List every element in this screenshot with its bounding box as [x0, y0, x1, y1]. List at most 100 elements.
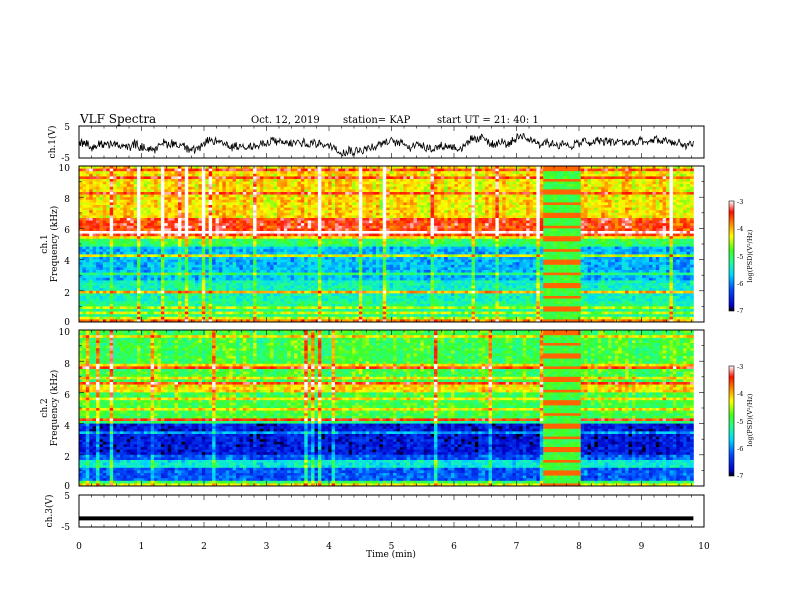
ch1-spectrogram-cell [427, 168, 431, 172]
ch1-spectrogram-cell [191, 192, 196, 195]
ch1-spectrogram-cell [304, 171, 309, 175]
ch1-spectrogram-cell [532, 184, 537, 188]
ch1-spectrogram-cell [287, 231, 292, 234]
ch1-spectrogram-cell [89, 212, 94, 216]
ch1-spectrogram-cell [314, 236, 319, 240]
ch1-spectrogram-cell [259, 233, 264, 237]
ch1-spectrogram-cell [133, 173, 138, 177]
ch1-spectrogram-cell [406, 207, 411, 211]
ch1-spectrogram-cell [222, 236, 227, 240]
ch1-spectrogram-cell [358, 236, 363, 240]
ch1-spectrogram-cell [256, 207, 261, 211]
ch1-spectrogram-cell [451, 189, 455, 193]
ch1-spectrogram-cell [396, 171, 401, 175]
ch1-spectrogram-cell [406, 186, 411, 190]
ch1-spectrogram-cell [334, 231, 339, 234]
ch1-spectrogram-cell [195, 173, 199, 177]
ch1-spectrogram-cell [406, 215, 411, 219]
ch1-spectrogram-cell [157, 233, 162, 237]
ch1-spectrogram-cell [157, 166, 162, 169]
ch1-spectrogram-cell [256, 171, 261, 175]
ch1-spectrogram-cell [437, 199, 442, 203]
ch1-spectrogram-cell [147, 215, 152, 219]
ch1-spectrogram-cell [669, 225, 674, 229]
ch1-spectrogram-cell [485, 194, 489, 198]
ch1-spectrogram-cell [437, 192, 442, 195]
ch1-spectrogram-cell [543, 231, 547, 234]
ch1-spectrogram-cell [478, 207, 483, 211]
ch1-spectrogram-cell [263, 220, 268, 224]
ch1-spectrogram-cell [539, 199, 544, 203]
ch1-spectrogram-cell [205, 186, 210, 190]
ch1-spectrogram-cell [645, 220, 650, 224]
ch1-spectrogram-cell [348, 207, 353, 211]
ch1-spectrogram-cell [379, 171, 384, 175]
ch1-spectrogram-cell [225, 181, 230, 185]
ch1-spectrogram-cell [420, 207, 425, 211]
ch1-spectrogram-cell [635, 207, 640, 211]
ch1-spectrogram-cell [341, 194, 346, 198]
ch1-spectrogram-cell [130, 166, 135, 169]
ch1-spectrogram-cell [601, 186, 606, 190]
ch1-spectrogram-cell [321, 186, 326, 190]
ch1-spectrogram-cell [174, 179, 179, 182]
ch1-spectrogram-cell [645, 202, 650, 206]
ch1-spectrogram-cell [461, 197, 466, 201]
ch1-spectrogram-cell [495, 233, 500, 237]
ch1-spectrogram-cell [92, 210, 97, 214]
ch1-spectrogram-cell [287, 205, 292, 208]
ch1-spectrogram-cell [406, 218, 411, 221]
ch1-spectrogram-cell [423, 168, 428, 172]
ch1-spectrogram-cell [160, 179, 165, 182]
ch1-spectrogram-cell [519, 168, 524, 172]
ch1-spectrogram-cell [137, 202, 141, 206]
ch1-spectrogram-cell [171, 173, 175, 177]
ch1-spectrogram-cell [485, 205, 489, 208]
ch1-spectrogram-cell [208, 225, 213, 229]
ch1-spectrogram-cell [406, 210, 411, 214]
ch1-spectrogram-cell [474, 236, 479, 240]
ch1-spectrogram-cell [492, 171, 496, 175]
ch1-spectrogram-cell [666, 186, 670, 190]
ch1-spectrogram-cell [492, 220, 496, 224]
ch1-spectrogram-cell [365, 218, 370, 221]
ch1-spectrogram-cell [635, 176, 640, 180]
ch1-spectrogram-cell [478, 223, 483, 227]
ch1-spectrogram-cell [140, 181, 145, 185]
ch1-spectrogram-cell [522, 220, 527, 224]
ch1-spectrogram-cell [362, 220, 367, 224]
ch1-spectrogram-cell [239, 202, 244, 206]
ch1-spectrogram-cell [464, 176, 469, 180]
ch1-spectrogram-cell [365, 223, 370, 227]
ch1-spectrogram-cell [147, 176, 152, 180]
ch1-spectrogram-cell [669, 197, 674, 201]
ch1-spectrogram-cell [184, 207, 189, 211]
ch1-spectrogram-cell [573, 218, 578, 221]
ch1-spectrogram-cell [160, 202, 165, 206]
ch1-spectrogram-cell [297, 225, 302, 229]
ch1-spectrogram-cell [372, 179, 377, 182]
ch1-spectrogram-cell [341, 228, 346, 232]
ch1-spectrogram-cell [393, 173, 397, 177]
ch1-spectrogram-cell [601, 189, 606, 193]
ch1-spectrogram-cell [526, 199, 530, 203]
ch1-spectrogram-cell [393, 184, 397, 188]
ch1-spectrogram-cell [205, 205, 210, 208]
ch1-spectrogram-cell [628, 210, 633, 214]
ch1-spectrogram-cell [362, 168, 367, 172]
ch1-spectrogram-cell [659, 231, 664, 234]
ch1-spectrogram-cell [580, 176, 585, 180]
ch1-spectrogram-cell [543, 184, 547, 188]
ch1-spectrogram-cell [345, 233, 350, 237]
ch1-spectrogram-cell [174, 189, 179, 193]
ch1-spectrogram-cell [580, 228, 585, 232]
ch1-spectrogram-cell [614, 173, 619, 177]
ch1-spectrogram-cell [515, 168, 520, 172]
ch1-spectrogram-cell [208, 236, 213, 240]
ch1-spectrogram-cell [396, 220, 401, 224]
ch1-spectrogram-cell [529, 220, 534, 224]
ch1-spectrogram-cell [464, 233, 469, 237]
ch1-spectrogram-cell [266, 171, 271, 175]
ch1-spectrogram-cell [396, 207, 401, 211]
ch1-spectrogram-cell [253, 236, 257, 240]
